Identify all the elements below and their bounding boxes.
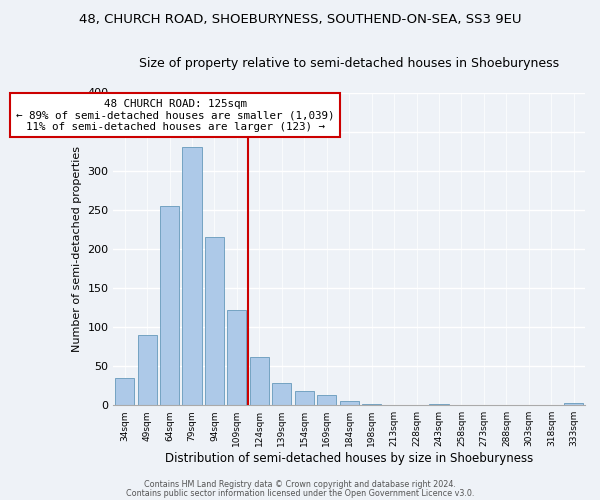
Text: Contains HM Land Registry data © Crown copyright and database right 2024.: Contains HM Land Registry data © Crown c… [144,480,456,489]
Title: Size of property relative to semi-detached houses in Shoeburyness: Size of property relative to semi-detach… [139,58,559,70]
Bar [272,384,292,405]
Text: Contains public sector information licensed under the Open Government Licence v3: Contains public sector information licen… [126,488,474,498]
Bar [115,378,134,405]
Bar [250,356,269,405]
Text: 48 CHURCH ROAD: 125sqm
← 89% of semi-detached houses are smaller (1,039)
11% of : 48 CHURCH ROAD: 125sqm ← 89% of semi-det… [16,99,334,132]
Bar [295,391,314,405]
Bar [340,402,359,405]
Bar [564,403,583,405]
Bar [205,237,224,405]
Text: 48, CHURCH ROAD, SHOEBURYNESS, SOUTHEND-ON-SEA, SS3 9EU: 48, CHURCH ROAD, SHOEBURYNESS, SOUTHEND-… [79,12,521,26]
Bar [137,335,157,405]
Bar [182,147,202,405]
Bar [160,206,179,405]
Bar [362,404,381,405]
Bar [430,404,449,405]
X-axis label: Distribution of semi-detached houses by size in Shoeburyness: Distribution of semi-detached houses by … [165,452,533,465]
Bar [317,395,336,405]
Bar [227,310,247,405]
Y-axis label: Number of semi-detached properties: Number of semi-detached properties [72,146,82,352]
